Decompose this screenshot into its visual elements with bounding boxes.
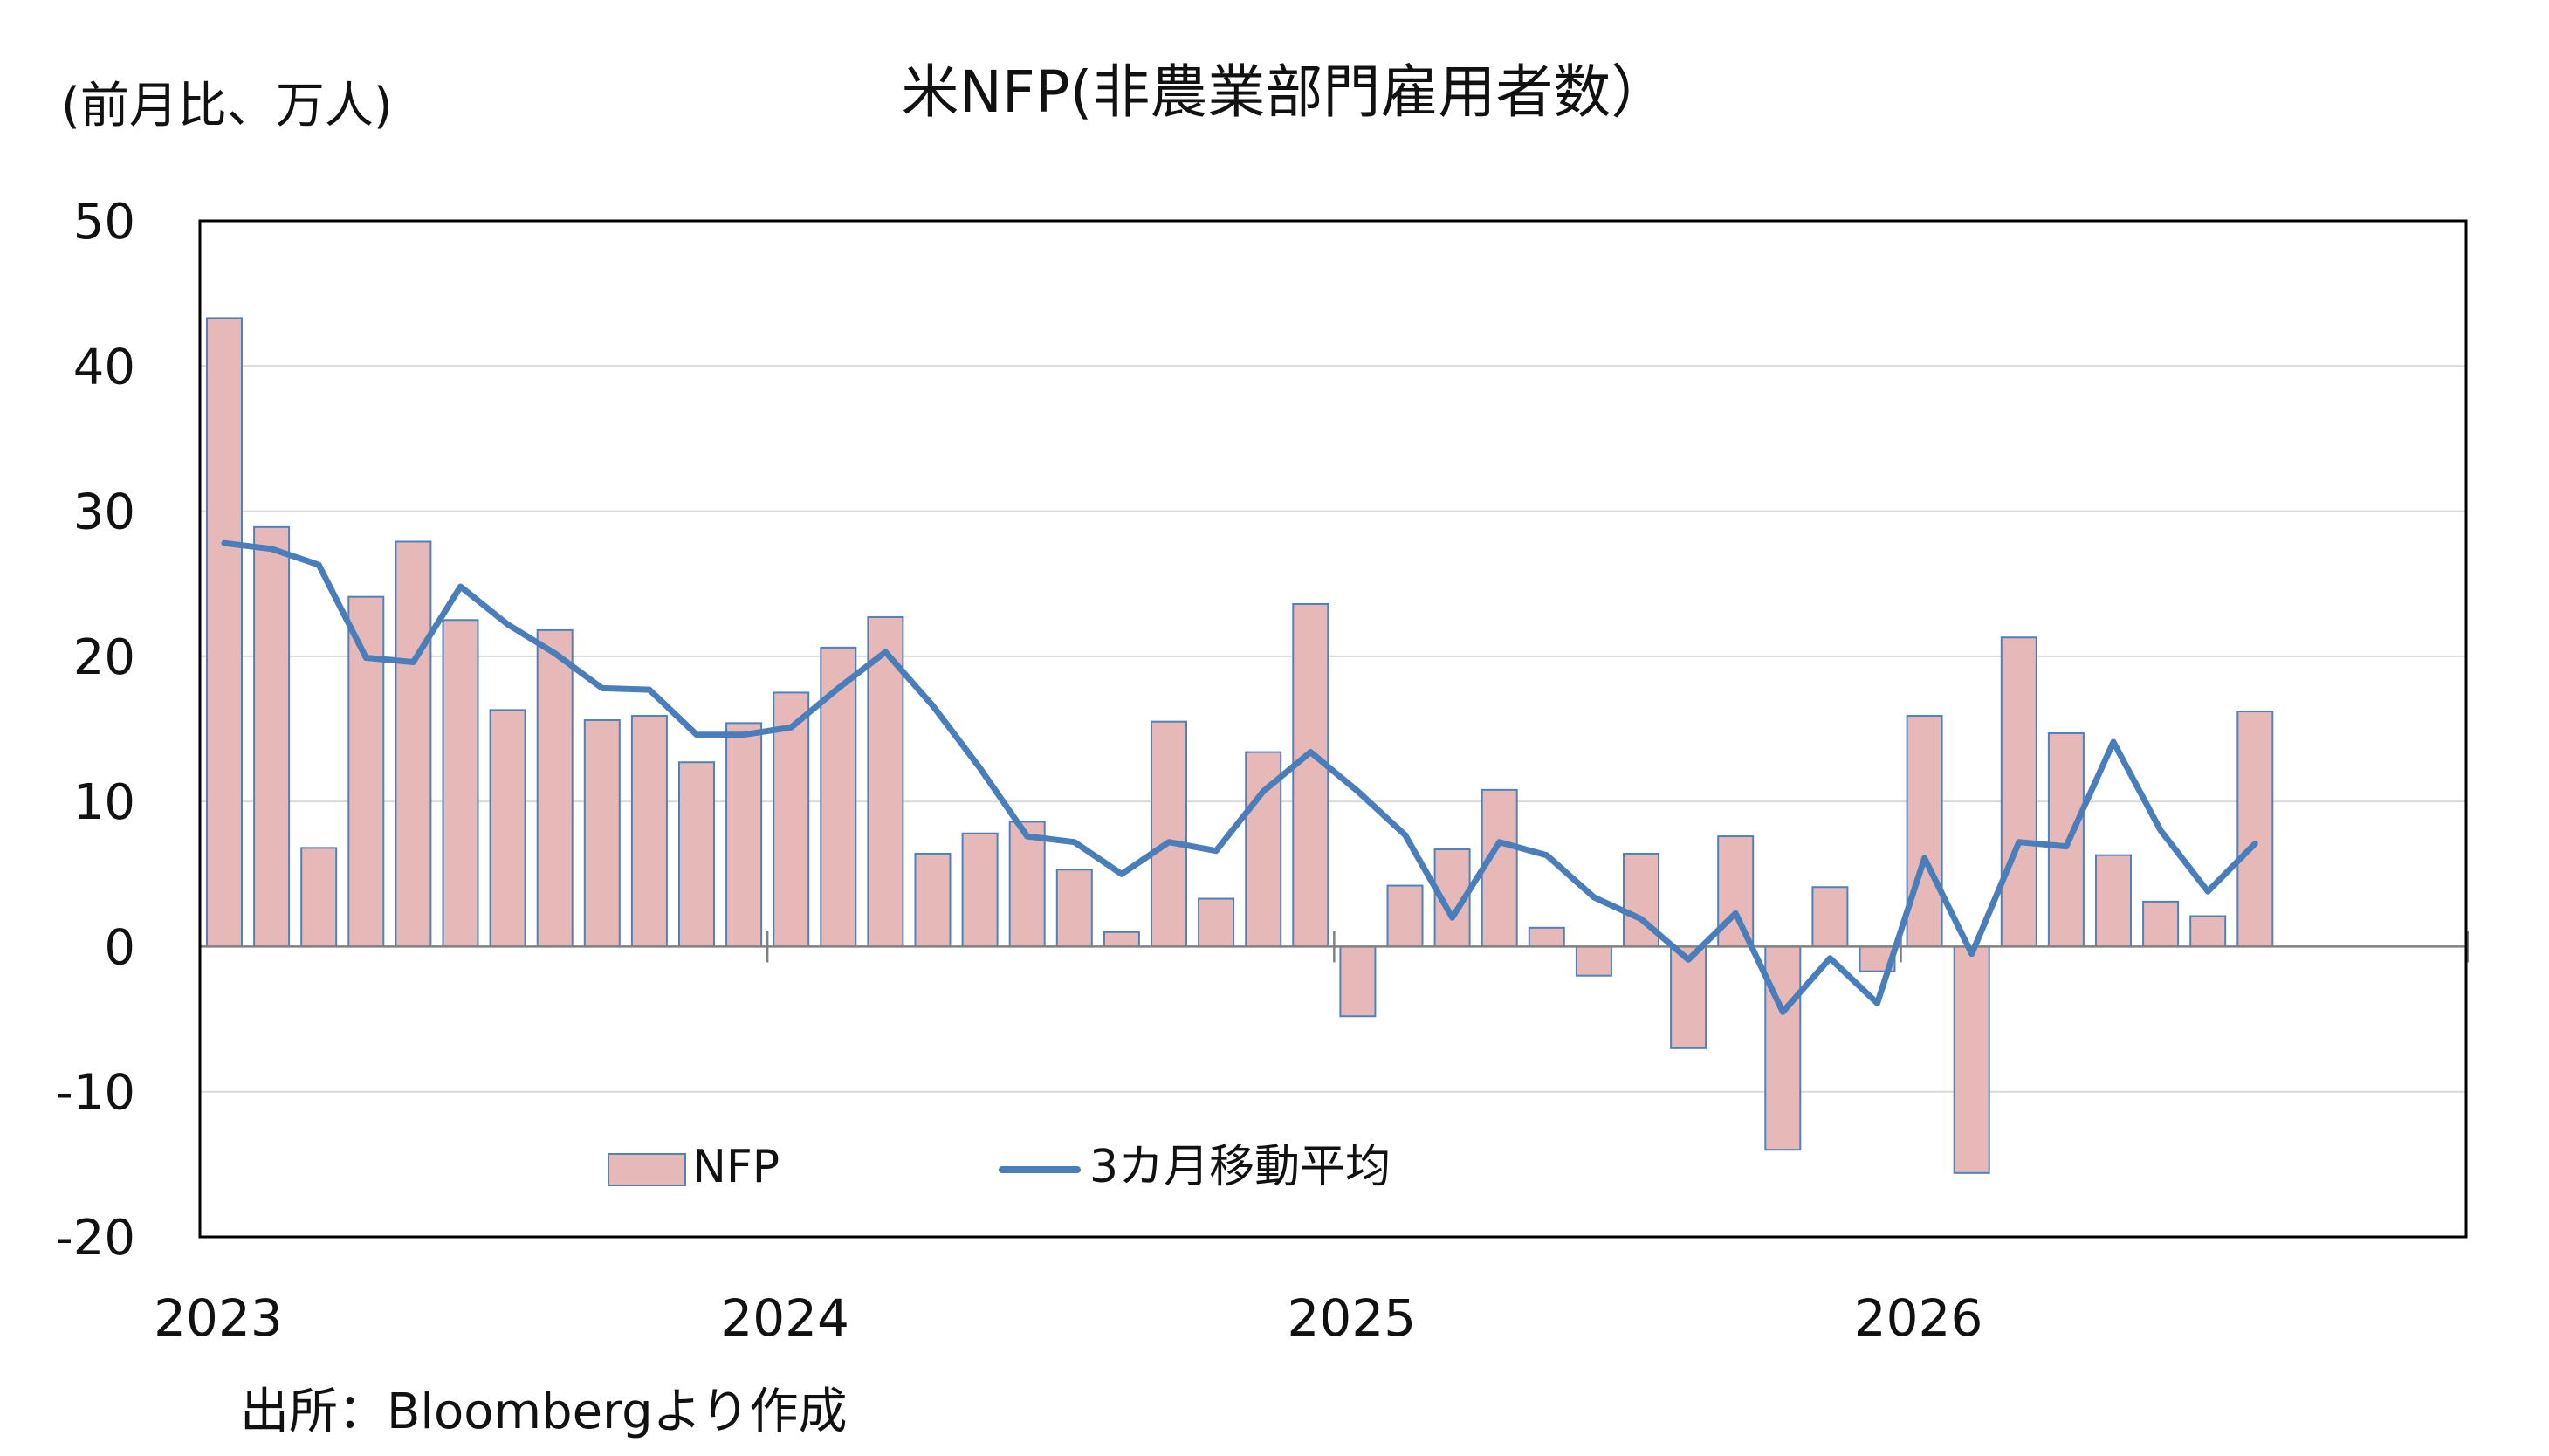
zero-axis	[200, 931, 2469, 963]
nfp-bar	[1198, 897, 1235, 948]
nfp-bar	[2236, 711, 2274, 948]
x-year-label: 2023	[154, 1288, 283, 1348]
x-year-label: 2024	[720, 1288, 849, 1348]
y-tick-label: 0	[104, 919, 135, 976]
nfp-bar	[2142, 900, 2180, 948]
nfp-bar	[1481, 788, 1518, 948]
y-tick-label: 50	[73, 194, 135, 251]
nfp-bar	[1575, 945, 1612, 977]
nfp-bar	[2000, 636, 2037, 948]
nfp-bar	[253, 525, 291, 948]
y-axis-unit-label: (前月比、万人)	[61, 78, 393, 134]
nfp-bar	[489, 709, 526, 948]
legend-ma-label: 3カ月移動平均	[1089, 1141, 1391, 1193]
nfp-bar	[206, 317, 243, 948]
nfp-bar	[1906, 715, 1943, 948]
nfp-bar	[1103, 931, 1140, 948]
source-note: 出所：Bloombergより作成	[240, 1384, 848, 1440]
y-tick-labels: 50 40 30 20 10 0 -10 -20	[56, 194, 135, 1267]
chart-title: 米NFP(非農業部門雇用者数）	[902, 58, 1669, 126]
nfp-bar	[1764, 945, 1802, 1151]
nfp-bar	[630, 715, 668, 948]
nfp-bar	[1528, 926, 1565, 948]
nfp-bar	[1151, 720, 1187, 948]
nfp-bar	[1953, 945, 1990, 1174]
moving-average-line-group	[221, 539, 2258, 1015]
nfp-bar	[2189, 915, 2227, 948]
y-tick-label: -20	[56, 1210, 135, 1267]
x-year-label: 2026	[1854, 1288, 1983, 1348]
nfp-bar	[773, 691, 810, 948]
nfp-bar	[1292, 602, 1329, 948]
nfp-bar	[1008, 821, 1046, 948]
x-year-labels: 2023 2024 2025 2026	[154, 1288, 1982, 1348]
plot-frame	[198, 219, 2468, 1239]
x-year-label: 2025	[1288, 1288, 1417, 1348]
moving-average-line	[221, 539, 2258, 1015]
nfp-bar	[678, 761, 715, 948]
nfp-bar	[1339, 945, 1377, 1018]
nfp-bar	[536, 628, 574, 948]
legend-nfp-label: NFP	[692, 1141, 780, 1193]
nfp-bar	[395, 540, 432, 948]
nfp-bar	[1717, 835, 1755, 948]
nfp-bar	[347, 595, 385, 948]
y-tick-label: 20	[73, 629, 135, 686]
legend-nfp-swatch	[608, 1153, 686, 1186]
nfp-bar	[2095, 854, 2132, 948]
nfp-bar	[1055, 869, 1093, 948]
nfp-bar	[583, 719, 621, 948]
nfp-bar	[961, 832, 999, 948]
legend: NFP 3カ月移動平均	[608, 1141, 1391, 1193]
nfp-bar	[820, 646, 857, 948]
y-tick-label: 40	[73, 339, 135, 395]
y-tick-label: 10	[73, 774, 135, 831]
y-tick-label: 30	[73, 484, 135, 541]
nfp-bar	[1811, 886, 1849, 948]
nfp-bar	[914, 853, 952, 948]
nfp-bar	[725, 722, 763, 948]
nfp-bar	[300, 847, 338, 948]
nfp-bar	[1386, 884, 1424, 948]
y-tick-label: -10	[56, 1065, 135, 1122]
nfp-bar	[442, 619, 479, 948]
nfp-bars	[206, 317, 2274, 1174]
